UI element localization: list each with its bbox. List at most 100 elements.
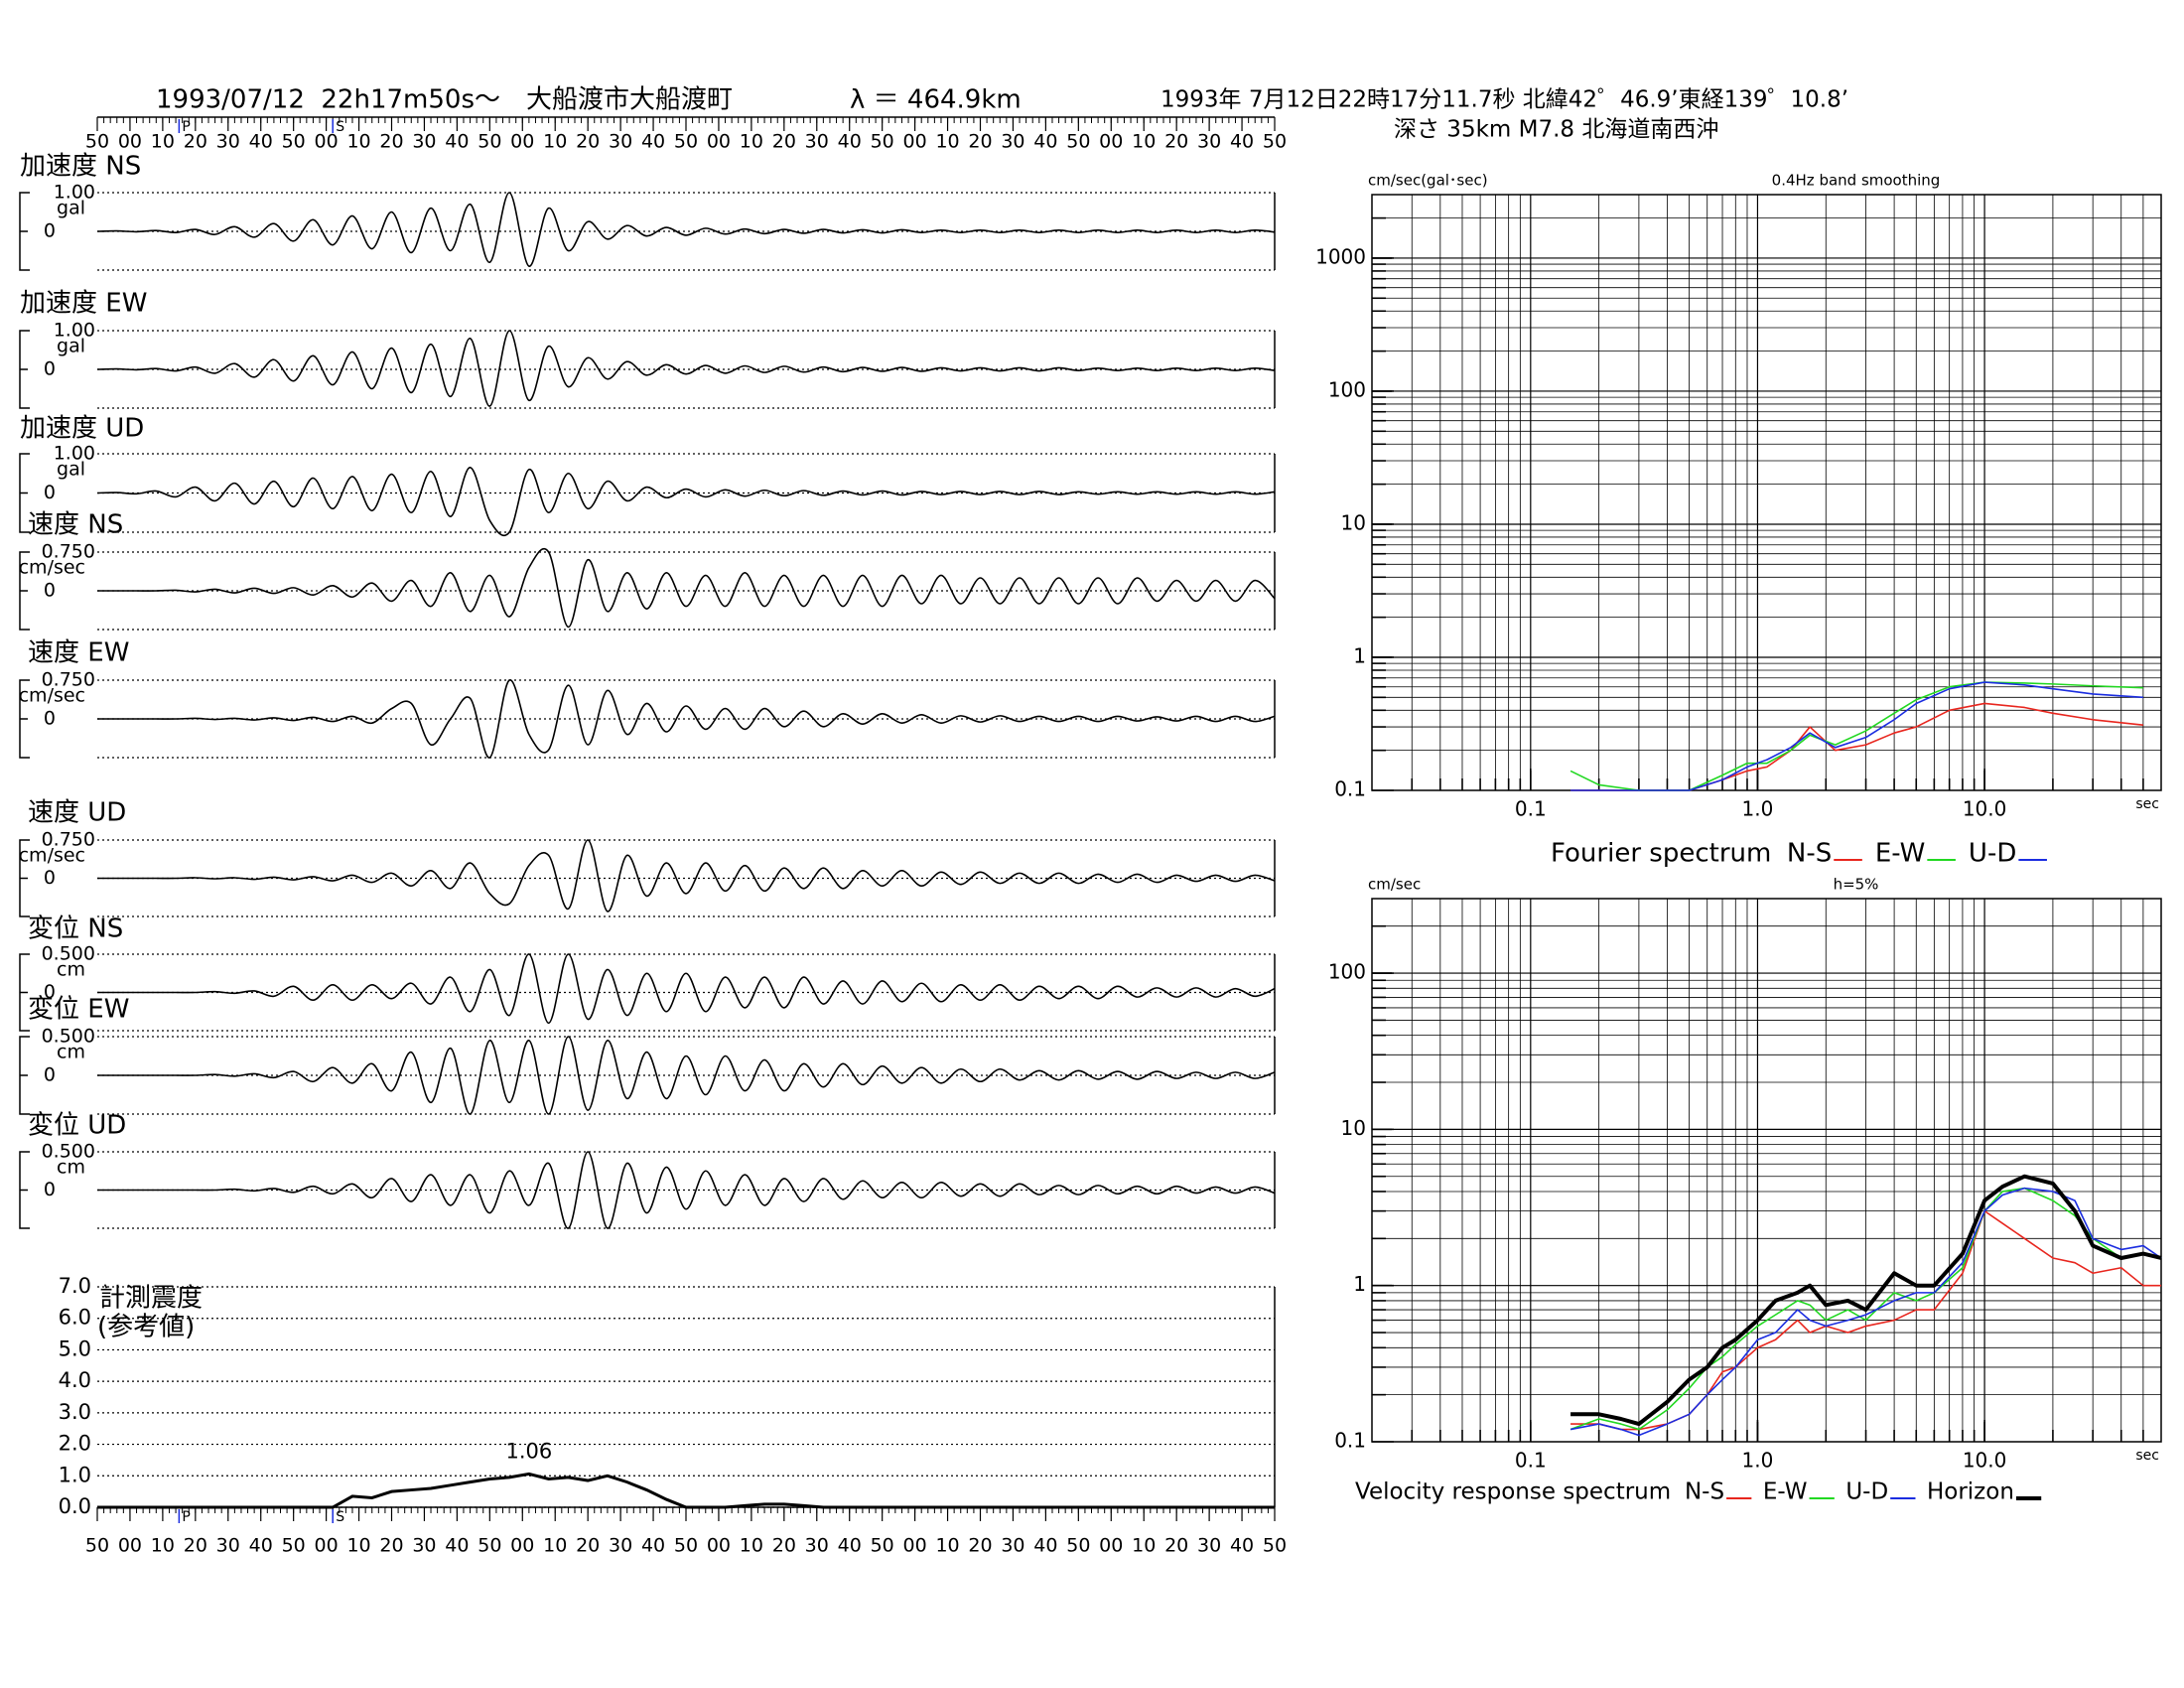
x-tick-label: 20: [576, 1535, 600, 1557]
legend-label: E-W: [1763, 1479, 1808, 1505]
x-tick-label: 10: [1132, 1535, 1156, 1557]
x-tick-label: 50: [1263, 131, 1287, 153]
y-tick-label: 0.500: [42, 943, 95, 965]
y-tick-label: 2.0: [59, 1432, 91, 1456]
x-tick-label: 20: [1164, 131, 1188, 153]
x-tick-label: 30: [805, 1535, 829, 1557]
x-tick-label: 50: [674, 1535, 698, 1557]
x-tick-label: 10: [543, 131, 567, 153]
waveform: [96, 192, 1276, 267]
x-tick-label: 10: [346, 131, 370, 153]
x-tick-label: 20: [576, 131, 600, 153]
waveform: [97, 547, 1276, 629]
x-tick-label: 00: [903, 1535, 927, 1557]
unit-label: cm/sec: [19, 685, 85, 707]
y-tick-label: 4.0: [59, 1368, 91, 1392]
x-tick-label: 40: [838, 1535, 862, 1557]
x-tick-label: 10: [935, 1535, 959, 1557]
phase-label: P: [182, 119, 190, 135]
x-tick-label: 00: [510, 131, 534, 153]
y-tick-label: 100: [1328, 377, 1366, 401]
y-tick-label: 0: [44, 708, 56, 730]
unit-label: gal: [57, 336, 85, 357]
x-tick-label: 10: [346, 1535, 370, 1557]
event-depth: 深さ 35km M7.8 北海道南西沖: [1394, 117, 1718, 143]
waveform: [97, 839, 1276, 913]
x-tick-label: 30: [1001, 131, 1024, 153]
y-tick-label: 0: [44, 358, 56, 380]
x-tick-label: 20: [772, 1535, 796, 1557]
bracket: [19, 192, 30, 271]
bracket: [19, 453, 30, 533]
y-tick-label: 0: [44, 981, 56, 1003]
unit-label: cm/sec: [19, 557, 85, 579]
y-tick-label: 0.1: [1334, 777, 1366, 801]
x-tick-label: 0.1: [1515, 1449, 1547, 1473]
x-tick-label: 10: [740, 1535, 763, 1557]
panel-title: 加速度 EW: [20, 289, 147, 319]
x-tick-label: 10: [1132, 131, 1156, 153]
panel-title: 速度 EW: [28, 638, 129, 668]
y-tick-label: 6.0: [59, 1306, 91, 1330]
record-title: 1993/07/12 22h17m50s～ 大船渡市大船渡町: [156, 85, 733, 115]
x-tick-label: 50: [871, 131, 894, 153]
x-tick-label: 40: [445, 131, 469, 153]
legend-title: Fourier spectrum: [1551, 839, 1771, 869]
chart-subtitle: (参考値): [97, 1313, 195, 1342]
x-tick-label: 50: [85, 131, 109, 153]
y-axis-label: cm/sec(gal･sec): [1368, 172, 1488, 190]
legend-label: Horizon: [1927, 1479, 2014, 1505]
x-tick-label: 50: [478, 131, 501, 153]
x-tick-label: 00: [1099, 131, 1123, 153]
y-tick-label: 0: [44, 1064, 56, 1086]
y-tick-label: 0: [44, 1179, 56, 1200]
y-tick-label: 0: [44, 867, 56, 889]
x-tick-label: 00: [118, 131, 142, 153]
y-tick-label: 0.0: [59, 1494, 91, 1518]
x-tick-label: 20: [968, 1535, 992, 1557]
x-tick-label: 40: [1230, 131, 1254, 153]
x-tick-label: 1.0: [1742, 797, 1774, 821]
y-tick-label: 0.750: [42, 541, 95, 563]
panel-title: 速度 NS: [28, 510, 123, 540]
x-tick-label: 10: [151, 131, 175, 153]
unit-label: gal: [57, 459, 85, 481]
chart-title: 計測震度: [99, 1284, 203, 1314]
y-tick-label: 5.0: [59, 1336, 91, 1360]
bracket: [19, 839, 30, 917]
x-tick-label: 00: [315, 131, 339, 153]
x-tick-label: 40: [641, 131, 665, 153]
spectrum-line: [1570, 1174, 2162, 1427]
x-tick-label: 00: [707, 131, 731, 153]
x-tick-label: 30: [805, 131, 829, 153]
x-tick-label: 0.1: [1515, 797, 1547, 821]
y-tick-label: 1: [1353, 643, 1366, 667]
x-tick-label: 20: [184, 1535, 207, 1557]
y-tick-label: 1.00: [54, 320, 95, 342]
x-tick-label: 40: [838, 131, 862, 153]
x-tick-label: 40: [1230, 1535, 1254, 1557]
y-tick-label: 1: [1353, 1272, 1366, 1296]
x-tick-label: 00: [903, 131, 927, 153]
x-tick-label: 50: [282, 131, 306, 153]
x-tick-label: 00: [510, 1535, 534, 1557]
x-tick-label: 00: [118, 1535, 142, 1557]
x-tick-label: 00: [1099, 1535, 1123, 1557]
x-tick-label: 20: [772, 131, 796, 153]
y-tick-label: 3.0: [59, 1400, 91, 1424]
x-tick-label: 30: [1001, 1535, 1024, 1557]
x-tick-label: 50: [871, 1535, 894, 1557]
x-tick-label: 50: [478, 1535, 501, 1557]
x-tick-label: 50: [85, 1535, 109, 1557]
y-tick-label: 0.1: [1334, 1429, 1366, 1453]
legend-label: U-D: [1969, 839, 2016, 869]
y-tick-label: 1.0: [59, 1463, 91, 1486]
panel-title: 加速度 UD: [20, 414, 144, 444]
peak-label: 1.06: [505, 1439, 552, 1463]
plot-note: 0.4Hz band smoothing: [1772, 172, 1941, 190]
x-tick-label: 20: [184, 131, 207, 153]
bracket: [19, 1036, 30, 1115]
x-tick-label: 20: [1164, 1535, 1188, 1557]
